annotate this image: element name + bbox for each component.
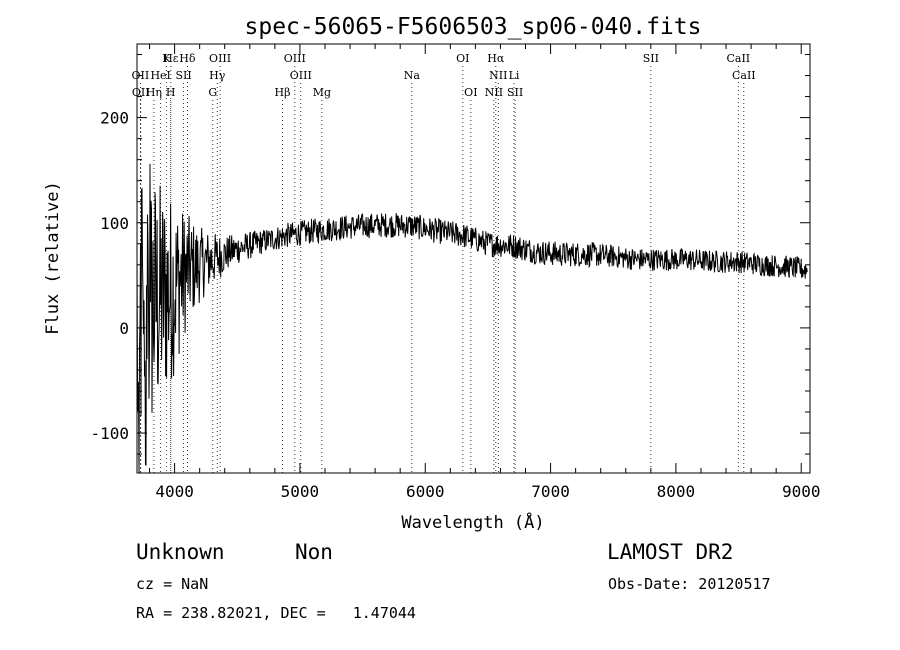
- line-marker-label: OI: [456, 52, 469, 65]
- line-marker-label: K: [162, 52, 171, 65]
- x-tick-label: 7000: [531, 482, 570, 501]
- line-marker-label: Na: [404, 69, 421, 82]
- line-marker-label: OIII: [290, 69, 312, 82]
- x-axis-label: Wavelength (Å): [401, 511, 544, 533]
- y-tick-label: 200: [100, 109, 129, 128]
- line-marker-label: Mg: [313, 86, 331, 99]
- survey-label: LAMOST DR2: [607, 540, 734, 564]
- obs-date-label: Obs-Date: 20120517: [608, 575, 771, 593]
- line-marker-label: HeI: [150, 69, 170, 82]
- series-layer: [136, 163, 808, 474]
- line-marker-label: G: [208, 86, 217, 99]
- line-marker-label: OIII: [284, 52, 306, 65]
- y-tick-label: 100: [100, 214, 129, 233]
- x-tick-label: 9000: [782, 482, 821, 501]
- line-marker-label: Hε: [163, 52, 179, 65]
- class-label: Unknown: [136, 540, 225, 564]
- line-marker-label: Li: [509, 69, 520, 82]
- line-marker-label: SII: [507, 86, 523, 99]
- x-axis: 4000 5000 6000 7000 8000 9000: [149, 44, 821, 501]
- line-marker-label: SII: [643, 52, 659, 65]
- line-marker-label: OI: [464, 86, 477, 99]
- coords-label: RA = 238.82021, DEC = 1.47044: [136, 604, 416, 622]
- line-marker-label: Hα: [487, 52, 505, 65]
- x-tick-label: 5000: [281, 482, 320, 501]
- chart-title: spec-56065-F5606503_sp06-040.fits: [245, 14, 702, 40]
- line-marker-label: SII: [176, 69, 192, 82]
- redshift-label: cz = NaN: [136, 575, 209, 593]
- y-axis-label: Flux (relative): [43, 181, 63, 335]
- spectrum-line: [136, 163, 808, 474]
- line-marker-label: CaII: [726, 52, 750, 65]
- line-marker-label: NII: [489, 69, 507, 82]
- x-tick-label: 8000: [657, 482, 696, 501]
- line-marker-label: H: [166, 86, 176, 99]
- y-tick-label: 0: [119, 319, 129, 338]
- x-tick-label: 6000: [406, 482, 445, 501]
- line-marker-label: OIII: [209, 52, 231, 65]
- line-marker-label: OII: [132, 86, 150, 99]
- subclass-label: Non: [295, 540, 333, 564]
- line-marker-label: Hβ: [275, 86, 291, 99]
- line-marker-label: Hη: [146, 86, 162, 99]
- line-marker-label: NII: [485, 86, 503, 99]
- y-tick-label: -100: [90, 424, 129, 443]
- line-marker-label: CaII: [732, 69, 756, 82]
- y-axis: -100 0 100 200: [90, 54, 810, 455]
- plot-frame: [136, 43, 811, 474]
- line-markers: HεK Hδ OIII OIII OI Hα SII CaII OII HeI SII Hγ OIII N…: [132, 52, 756, 473]
- x-tick-label: 4000: [155, 482, 194, 501]
- line-marker-label: Hγ: [209, 69, 226, 82]
- line-marker-label: Hδ: [179, 52, 196, 65]
